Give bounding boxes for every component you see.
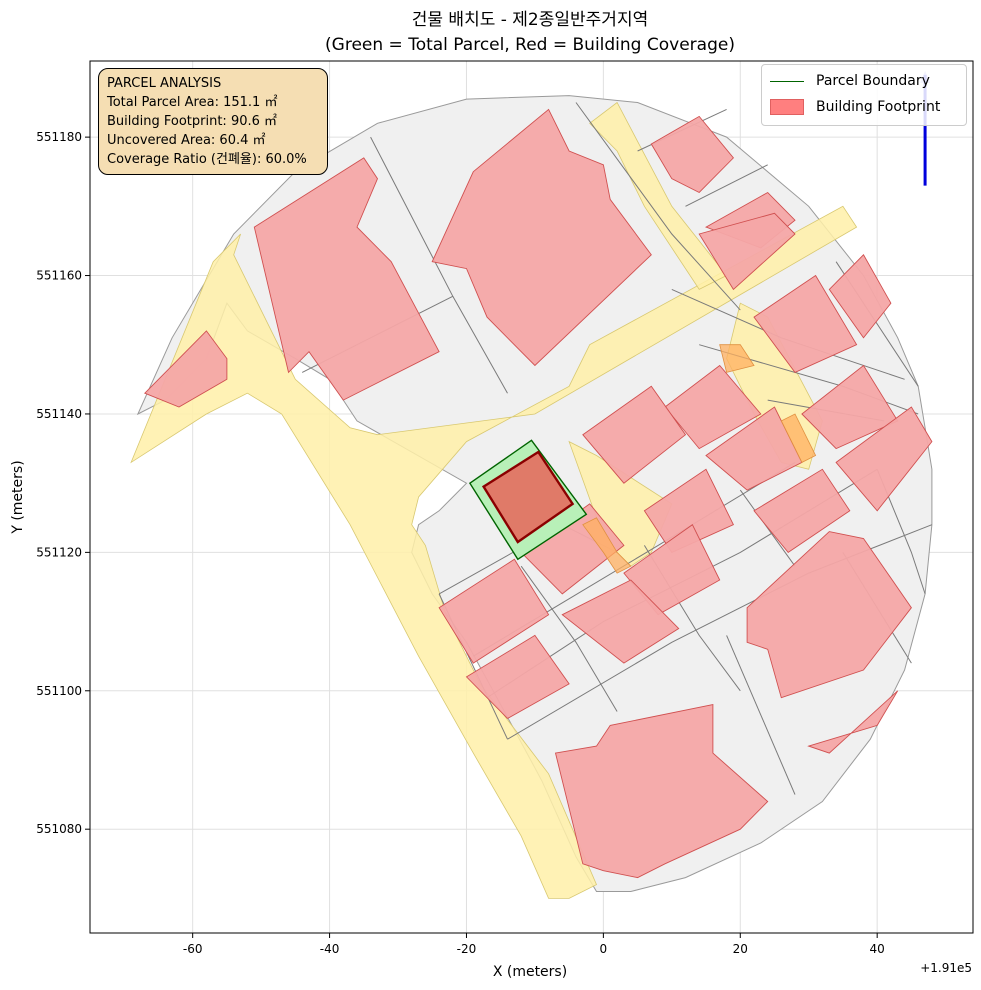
parcel-analysis-box: PARCEL ANALYSIS Total Parcel Area: 151.1… <box>98 68 328 175</box>
footprint-text: Building Footprint: 90.6 ㎡ <box>107 114 278 129</box>
y-axis-ticks: 551080 551100 551120 551140 551160 551180 <box>36 130 90 836</box>
building-7 <box>828 254 892 339</box>
x-tick-label-1: -40 <box>320 942 340 956</box>
parcel-line-4 <box>685 164 768 207</box>
x-tick-label-0: -60 <box>183 942 203 956</box>
target-building <box>481 450 575 544</box>
building-9 <box>582 385 687 484</box>
highlight-1 <box>719 344 755 373</box>
y-tick-label-5: 551180 <box>36 130 82 144</box>
y-tick-label-4: 551160 <box>36 269 82 283</box>
chart-title-line-1: 건물 배치도 - 제2종일반주거지역 <box>412 10 648 30</box>
parcel-line-swatch <box>770 80 804 82</box>
building-1 <box>144 330 228 408</box>
y-tick-label-0: 551080 <box>36 822 82 836</box>
building-22 <box>807 690 899 754</box>
building-patch-swatch <box>770 99 804 115</box>
building-19 <box>561 579 680 664</box>
x-axis-ticks: -60 -40 -20 0 20 40 <box>183 933 885 956</box>
road-0 <box>130 205 858 899</box>
highlight-0 <box>582 517 632 574</box>
uncovered-text: Uncovered Area: 60.4 ㎡ <box>107 133 266 148</box>
x-tick-label-5: 40 <box>870 942 885 956</box>
legend-building-label: Building Footprint <box>816 99 941 115</box>
building-2 <box>431 108 652 367</box>
y-tick-label-2: 551120 <box>36 545 82 559</box>
parcel-line-10 <box>520 565 618 712</box>
building-6 <box>753 274 858 373</box>
building-17 <box>465 634 570 720</box>
building-14 <box>753 468 851 554</box>
road-1 <box>589 101 728 290</box>
x-axis-label: X (meters) <box>493 964 567 980</box>
building-16 <box>438 558 550 664</box>
x-tick-label-4: 20 <box>733 942 748 956</box>
y-axis-label: Y (meters) <box>10 460 26 534</box>
plot-frame <box>89 60 974 934</box>
building-10 <box>643 468 735 553</box>
highlight-layer <box>582 344 817 574</box>
building-8 <box>664 364 762 450</box>
x-tick-label-2: -20 <box>457 942 477 956</box>
highlight-2 <box>780 413 817 463</box>
legend-item-building: Building Footprint <box>770 97 940 117</box>
legend-parcel-label: Parcel Boundary <box>816 73 930 89</box>
coverage-text: Coverage Ratio (건폐율): 60.0% <box>107 152 307 167</box>
parcel-line-2 <box>575 102 741 311</box>
building-0 <box>253 157 440 401</box>
total-area-text: Total Parcel Area: 151.1 ㎡ <box>107 95 278 110</box>
building-13 <box>835 406 933 512</box>
building-21 <box>554 704 769 879</box>
parcel-line-12 <box>739 489 796 567</box>
target-parcel-layer <box>468 439 588 561</box>
building-5 <box>698 212 796 291</box>
building-3 <box>650 115 735 194</box>
legend: Parcel Boundary Building Footprint <box>761 64 967 126</box>
x-tick-label-3: 0 <box>600 942 608 956</box>
building-20 <box>746 531 912 699</box>
legend-item-parcel: Parcel Boundary <box>770 71 930 91</box>
parcel-analysis-title: PARCEL ANALYSIS <box>107 76 222 91</box>
y-tick-label-1: 551100 <box>36 684 82 698</box>
parcel-line-14 <box>726 635 796 795</box>
building-layer <box>144 108 933 879</box>
x-axis-offset-label: +1.91e5 <box>920 961 972 975</box>
chart-title-line-2: (Green = Total Parcel, Red = Building Co… <box>325 35 735 55</box>
y-tick-label-3: 551140 <box>36 407 82 421</box>
